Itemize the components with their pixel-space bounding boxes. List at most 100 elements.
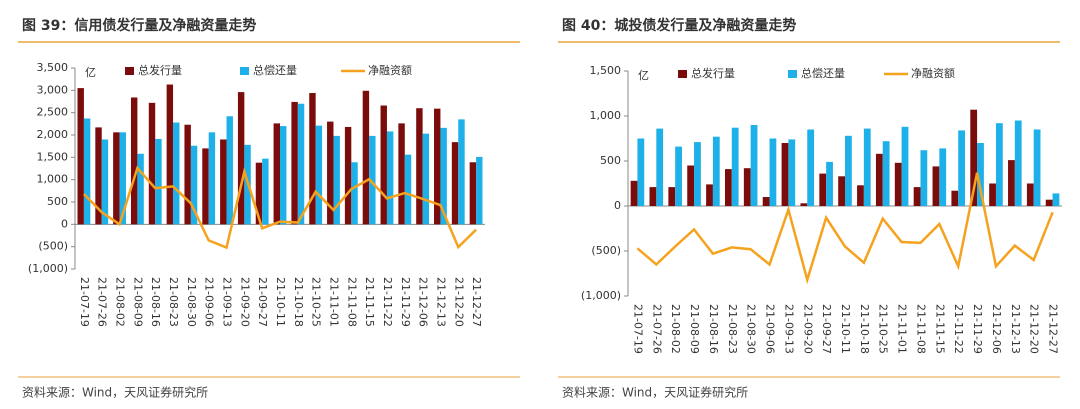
y-tick-label: 0 xyxy=(61,217,68,230)
x-tick-label: 21-11-15 xyxy=(933,304,946,354)
bar xyxy=(476,156,483,225)
bar xyxy=(291,101,298,225)
x-tick-label: 21-12-20 xyxy=(452,277,465,327)
bar xyxy=(750,125,758,206)
x-tick-label: 21-09-13 xyxy=(782,304,795,354)
bar xyxy=(731,127,739,206)
legend-label: 总偿还量 xyxy=(801,66,845,80)
bar xyxy=(807,129,815,206)
bar xyxy=(630,180,638,206)
bar xyxy=(309,93,316,225)
bar xyxy=(190,145,198,225)
bar xyxy=(101,139,109,225)
line xyxy=(636,172,1054,285)
bar xyxy=(351,162,358,225)
bar xyxy=(781,143,789,206)
source: 资料来源：Wind，天风证券研究所 xyxy=(562,385,748,400)
x-tick-label: 21-08-16 xyxy=(149,277,162,327)
legend-swatch xyxy=(678,70,687,78)
bar xyxy=(422,133,430,225)
x-tick-label: 21-11-22 xyxy=(952,304,965,354)
bar xyxy=(724,169,732,206)
bar xyxy=(687,165,695,206)
x-tick-label: 21-10-25 xyxy=(877,304,890,354)
y-tick-label: 500 xyxy=(600,154,621,167)
legend-label: 净融资额 xyxy=(911,66,955,80)
bar xyxy=(1008,160,1015,206)
x-tick-label: 21-09-27 xyxy=(256,277,269,327)
bar xyxy=(675,146,682,206)
bar xyxy=(913,187,921,206)
y-tick-label: 1,000 xyxy=(590,109,622,122)
x-tick-label: 21-09-20 xyxy=(238,277,251,327)
x-tick-label: 21-12-27 xyxy=(1047,304,1060,354)
x-tick-label: 21-11-08 xyxy=(345,277,358,327)
x-tick-label: 21-07-19 xyxy=(78,277,91,327)
y-tick-label: 0 xyxy=(614,199,621,212)
x-tick-label: 21-07-19 xyxy=(631,304,644,354)
chart-title: 图 40：城投债发行量及净融资量走势 xyxy=(562,17,796,34)
x-tick-label: 21-12-06 xyxy=(417,277,430,327)
x-tick-label: 21-12-27 xyxy=(470,277,483,327)
legend-label: 总偿还量 xyxy=(253,63,297,77)
bar xyxy=(951,190,959,206)
bar xyxy=(939,148,947,206)
y-tick-label: (1,000) xyxy=(28,262,68,275)
bar xyxy=(1033,129,1041,206)
bar xyxy=(469,162,477,225)
x-tick-label: 21-11-01 xyxy=(327,277,340,327)
x-tick-label: 21-09-06 xyxy=(203,277,216,327)
bar xyxy=(458,119,465,225)
legend-label: 总发行量 xyxy=(691,66,735,80)
bar xyxy=(875,153,883,206)
x-tick-label: 21-07-26 xyxy=(650,304,663,354)
y-tick-label: (500) xyxy=(38,240,68,253)
bar xyxy=(977,143,984,206)
bar xyxy=(297,103,305,225)
x-tick-label: 21-12-20 xyxy=(1028,304,1041,354)
legend-swatch xyxy=(125,67,134,75)
bar xyxy=(668,187,676,206)
bar xyxy=(137,153,144,225)
bar xyxy=(262,158,269,225)
bar xyxy=(788,139,796,206)
bar xyxy=(369,135,376,225)
bar xyxy=(155,139,162,225)
bar xyxy=(226,116,233,225)
bar xyxy=(894,162,902,206)
bar xyxy=(202,148,209,225)
bar xyxy=(113,132,120,225)
x-tick-label: 21-08-02 xyxy=(669,304,682,354)
y-tick-label: (1,000) xyxy=(581,289,621,302)
x-tick-label: 21-12-13 xyxy=(434,277,447,327)
x-tick-label: 21-08-23 xyxy=(726,304,739,354)
bar xyxy=(220,139,227,225)
bar xyxy=(451,142,459,225)
bar xyxy=(173,122,180,225)
bar xyxy=(440,127,447,225)
y-tick-label: 3,500 xyxy=(37,61,69,74)
legend-swatch xyxy=(240,67,249,75)
bar xyxy=(119,132,126,225)
bar xyxy=(769,138,777,206)
bar xyxy=(743,168,751,206)
bar xyxy=(989,183,996,206)
bar xyxy=(416,108,423,225)
y-tick-label: 2,500 xyxy=(37,106,69,119)
unit: 亿 xyxy=(85,66,96,79)
bar xyxy=(656,128,664,206)
legend-label: 净融资额 xyxy=(368,63,412,77)
x-tick-label: 21-08-23 xyxy=(167,277,180,327)
bar xyxy=(863,128,871,206)
bar xyxy=(208,132,216,225)
x-tick-label: 21-08-09 xyxy=(131,277,144,327)
line xyxy=(83,165,477,250)
bar xyxy=(637,138,645,206)
bar xyxy=(315,125,323,225)
bar xyxy=(845,135,852,206)
y-tick-label: 3,000 xyxy=(37,83,69,96)
x-tick-label: 21-08-02 xyxy=(114,277,127,327)
bar xyxy=(398,123,405,225)
y-tick-label: 1,000 xyxy=(37,173,69,186)
